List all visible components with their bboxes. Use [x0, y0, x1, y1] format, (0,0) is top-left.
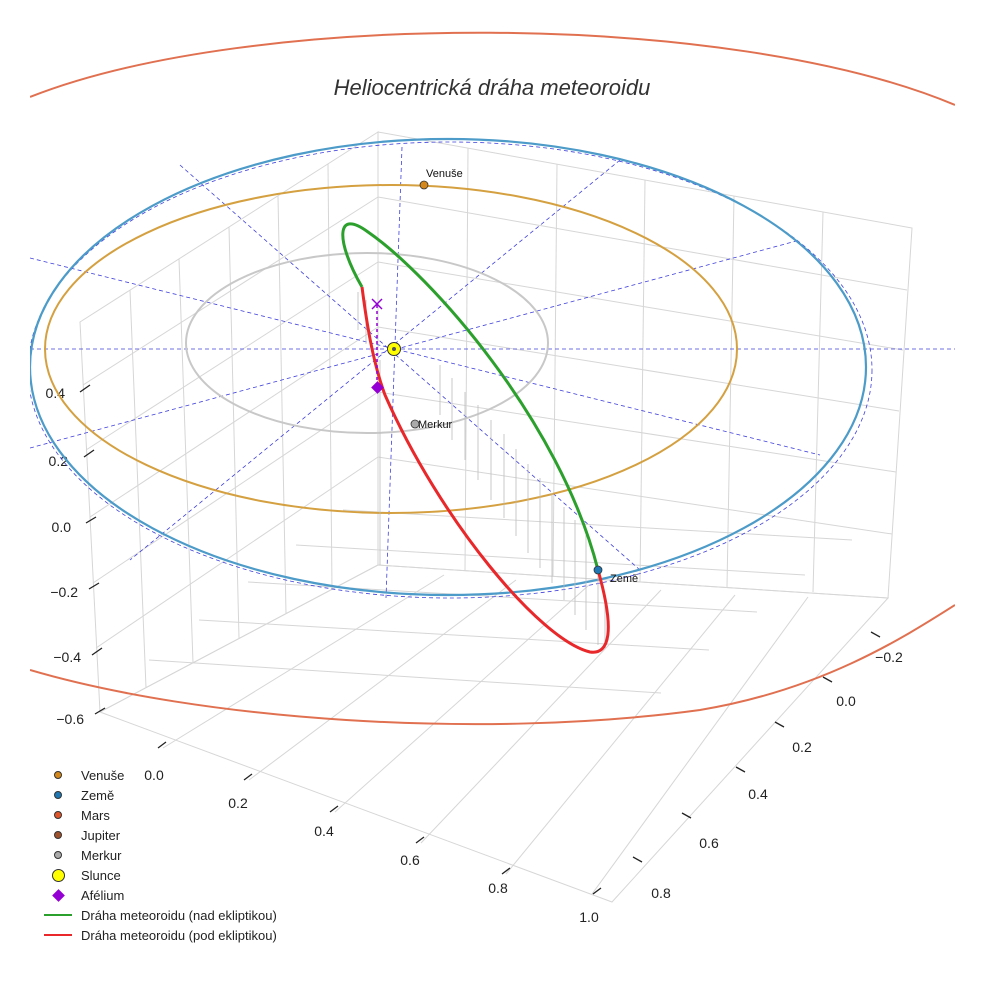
- x-tick: 0.4: [314, 823, 334, 839]
- grid: [79, 131, 913, 903]
- chart-title: Heliocentrická dráha meteoroidu: [334, 75, 651, 100]
- aphelion-x-marker: [371, 298, 383, 310]
- legend-line-icon: [44, 933, 72, 937]
- legend-dot-icon: [54, 851, 62, 859]
- x-tick: 1.0: [579, 909, 599, 925]
- x-tick: 0.6: [400, 852, 420, 868]
- legend-label: Jupiter: [81, 827, 121, 843]
- legend-label: Slunce: [81, 867, 121, 883]
- merkur-label: Merkur: [418, 419, 453, 431]
- z-tick: −0.4: [53, 649, 81, 665]
- legend-item: Jupiter: [40, 825, 277, 845]
- venuse-label: Venuše: [426, 168, 463, 180]
- x-tick: 0.2: [228, 795, 248, 811]
- z-tick: −0.6: [56, 711, 84, 727]
- legend-sun-icon: [51, 868, 65, 882]
- legend-label: Afélium: [81, 887, 125, 903]
- legend-label: Země: [81, 787, 115, 803]
- x-tick: 0.0: [144, 767, 164, 783]
- legend-label: Merkur: [81, 847, 122, 863]
- legend-dot-icon: [54, 771, 62, 779]
- axis-ticks: [79, 384, 881, 895]
- x-tick: 0.8: [488, 880, 508, 896]
- legend-item: Venuše: [40, 765, 277, 785]
- zeme-marker: [593, 565, 603, 575]
- legend-item: Země: [40, 785, 277, 805]
- y-tick: −0.2: [875, 649, 903, 665]
- merkur-orbit: [185, 252, 549, 434]
- y-tick: 0.0: [836, 693, 856, 709]
- legend-item: Slunce: [40, 865, 277, 885]
- afelium-marker: [371, 381, 384, 394]
- legend-label: Venuše: [81, 767, 125, 783]
- zeme-label: Země: [610, 573, 638, 585]
- z-tick: −0.2: [50, 584, 78, 600]
- z-tick: 0.2: [49, 453, 69, 469]
- legend-dot-icon: [54, 811, 62, 819]
- legend-item: Afélium: [40, 885, 277, 905]
- legend: Venuše Země Mars Jupiter Merkur Slunce A…: [40, 765, 277, 945]
- guide-lines: [30, 141, 955, 599]
- slunce-core: [392, 347, 396, 351]
- legend-label: Mars: [81, 807, 110, 823]
- legend-dot-icon: [54, 791, 62, 799]
- legend-line-icon: [44, 913, 72, 917]
- legend-diamond-icon: [51, 888, 65, 902]
- legend-item: Dráha meteoroidu (nad ekliptikou): [40, 905, 277, 925]
- y-tick: 0.2: [792, 739, 812, 755]
- merkur-marker: [410, 419, 420, 429]
- venuse-orbit: [44, 184, 738, 514]
- legend-item: Mars: [40, 805, 277, 825]
- y-tick: 0.4: [748, 786, 768, 802]
- meteoroid-orbit-below: [360, 286, 610, 654]
- legend-item: Dráha meteoroidu (pod ekliptikou): [40, 925, 277, 945]
- meteoroid-orbit-above: [341, 222, 600, 571]
- zeme-orbit: [30, 137, 867, 597]
- mars-orbit: [30, 31, 955, 726]
- legend-item: Merkur: [40, 845, 277, 865]
- venuse-marker: [419, 180, 429, 190]
- legend-dot-icon: [54, 831, 62, 839]
- legend-label: Dráha meteoroidu (pod ekliptikou): [81, 927, 277, 943]
- y-tick: 0.6: [699, 835, 719, 851]
- legend-label: Dráha meteoroidu (nad ekliptikou): [81, 907, 277, 923]
- y-tick: 0.8: [651, 885, 671, 901]
- projection-lines: [357, 292, 606, 648]
- z-tick: 0.0: [52, 519, 72, 535]
